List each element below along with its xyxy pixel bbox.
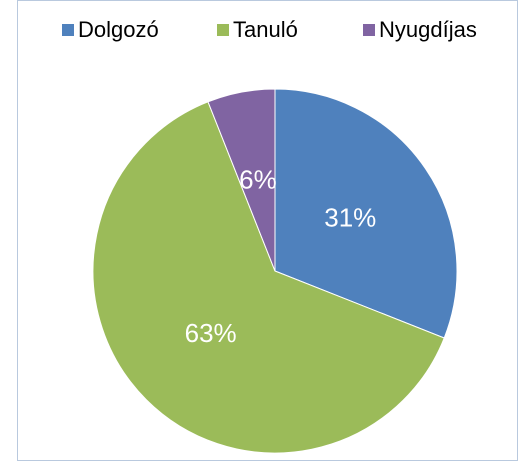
legend-label: Dolgozó [78, 17, 159, 42]
pie-slice [92, 101, 445, 454]
data-label: 31% [324, 203, 376, 233]
legend-label: Tanuló [233, 17, 298, 42]
legend-swatch [62, 24, 74, 36]
data-label: 63% [185, 318, 237, 348]
pie-slice [207, 88, 276, 272]
legend-label: Nyugdíjas [379, 17, 477, 42]
data-label: 6% [239, 164, 277, 194]
pie-slice [274, 88, 458, 339]
legend-swatch [363, 24, 375, 36]
legend-swatch [217, 24, 229, 36]
